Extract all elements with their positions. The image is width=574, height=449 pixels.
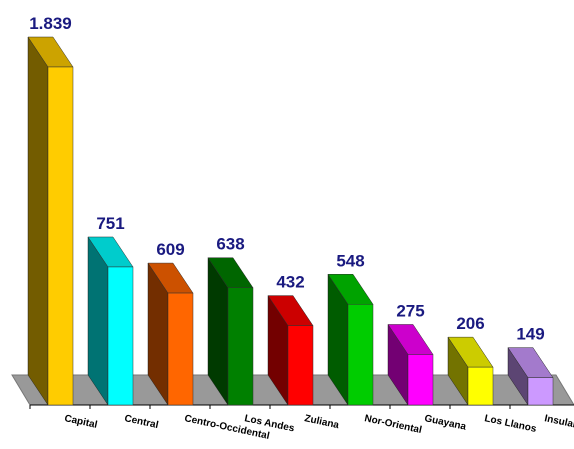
x-tick-label: Capital [63,413,98,431]
x-tick-label: Central [123,413,159,431]
value-label: 206 [456,314,484,333]
bar-side-shade [28,37,48,405]
bar-top-shade [28,37,73,67]
value-label: 638 [216,235,244,254]
bar [167,292,194,406]
x-tick-label: Los Llanos [483,413,537,435]
bar-top-shade [388,324,433,355]
bar-side-shade [388,324,408,405]
bar-side-shade [508,347,528,405]
bar [407,354,434,406]
bar [287,325,314,406]
bar [527,377,554,406]
x-tick-label: Zuliana [303,413,340,431]
bar [347,304,374,406]
bar [107,266,134,406]
bar-top-shade [208,257,253,288]
x-tick-label: Nor-Oriental [363,413,423,436]
bar [467,366,494,406]
x-tick-label: Guayana [423,413,467,433]
value-label: 548 [336,251,364,270]
value-label: 609 [156,240,184,259]
value-label: 1.839 [29,14,72,33]
bar-top-shade [508,347,553,378]
bar-top-shade [268,295,313,326]
bar-top-shade [328,274,373,305]
bar-side-shade [148,263,168,405]
bar-side-shade [448,337,468,405]
value-label: 275 [396,301,424,320]
value-label: 149 [516,325,544,344]
bar-side-shade [208,257,228,405]
x-tick-label: Insular [543,413,574,431]
bar-top-shade [448,337,493,368]
bar-side-shade [268,295,288,405]
value-label: 751 [96,214,124,233]
value-label: 432 [276,273,304,292]
bar-side-shade [88,236,108,405]
bar-top-shade [88,236,133,267]
bar [227,287,254,406]
bar-top-shade [148,263,193,294]
bar [47,66,74,406]
bar-side-shade [328,274,348,405]
